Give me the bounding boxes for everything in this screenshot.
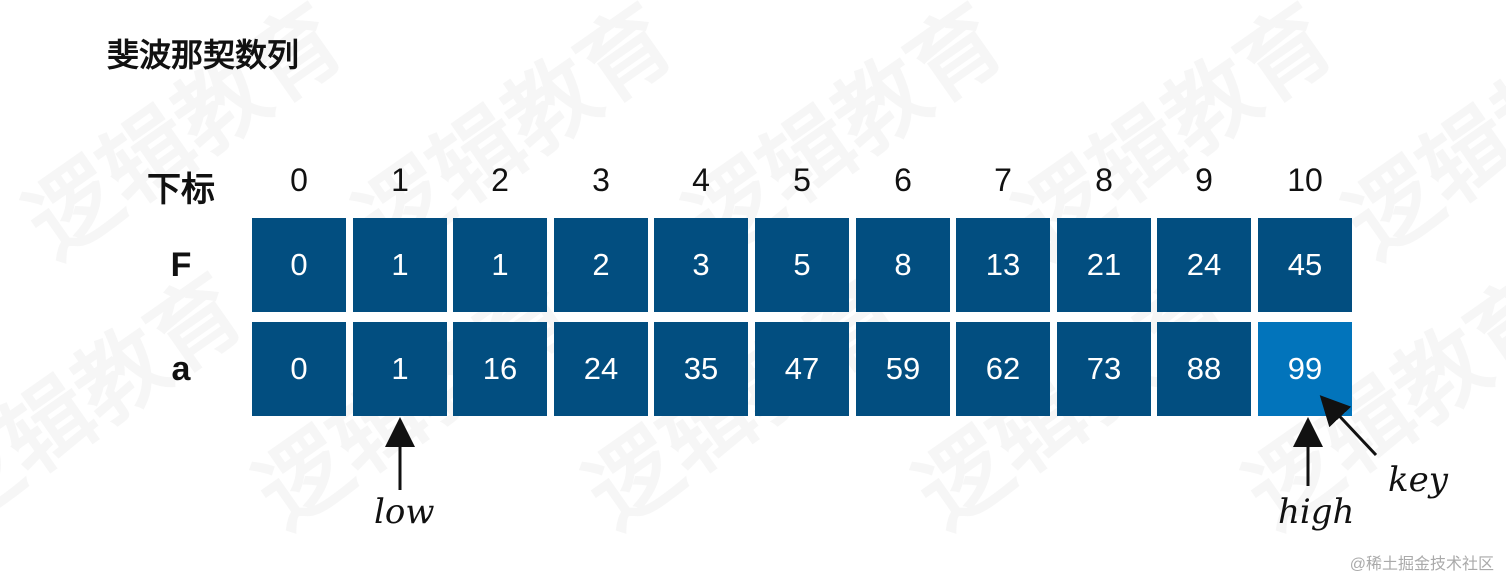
f-cell: 21 — [1057, 218, 1151, 312]
a-cell: 62 — [956, 322, 1050, 416]
f-cell: 24 — [1157, 218, 1251, 312]
a-row-label: a — [171, 350, 191, 388]
f-cell: 1 — [453, 218, 547, 312]
a-cell: 35 — [654, 322, 748, 416]
low-label: low — [374, 492, 435, 532]
index-label: 3 — [592, 162, 610, 198]
f-cell: 1 — [353, 218, 447, 312]
credit-text: @稀土掘金技术社区 — [1349, 556, 1494, 573]
f-cell: 5 — [755, 218, 849, 312]
page-title: 斐波那契数列 — [107, 37, 300, 73]
index-label: 7 — [994, 162, 1012, 198]
key-label: key — [1388, 460, 1448, 500]
a-cell: 24 — [554, 322, 648, 416]
index-label: 5 — [793, 162, 811, 198]
index-label: 1 — [391, 162, 409, 198]
index-label: 10 — [1287, 162, 1323, 198]
index-label: 8 — [1095, 162, 1113, 198]
f-cell: 45 — [1258, 218, 1352, 312]
a-cell: 59 — [856, 322, 950, 416]
a-cell: 16 — [453, 322, 547, 416]
f-cell: 0 — [252, 218, 346, 312]
f-cell: 8 — [856, 218, 950, 312]
a-cell: 1 — [353, 322, 447, 416]
f-cell: 2 — [554, 218, 648, 312]
high-label: high — [1278, 492, 1355, 532]
key-arrow — [1319, 395, 1378, 457]
index-row-label: 下标 — [147, 171, 215, 209]
index-label: 4 — [692, 162, 710, 198]
index-label: 9 — [1195, 162, 1213, 198]
index-label: 0 — [290, 162, 308, 198]
index-label: 6 — [894, 162, 912, 198]
index-label: 2 — [491, 162, 509, 198]
f-cell: 13 — [956, 218, 1050, 312]
a-cell: 73 — [1057, 322, 1151, 416]
a-cell: 88 — [1157, 322, 1251, 416]
f-cell: 3 — [654, 218, 748, 312]
f-row-label: F — [170, 246, 192, 284]
a-cell: 0 — [252, 322, 346, 416]
a-cell: 47 — [755, 322, 849, 416]
